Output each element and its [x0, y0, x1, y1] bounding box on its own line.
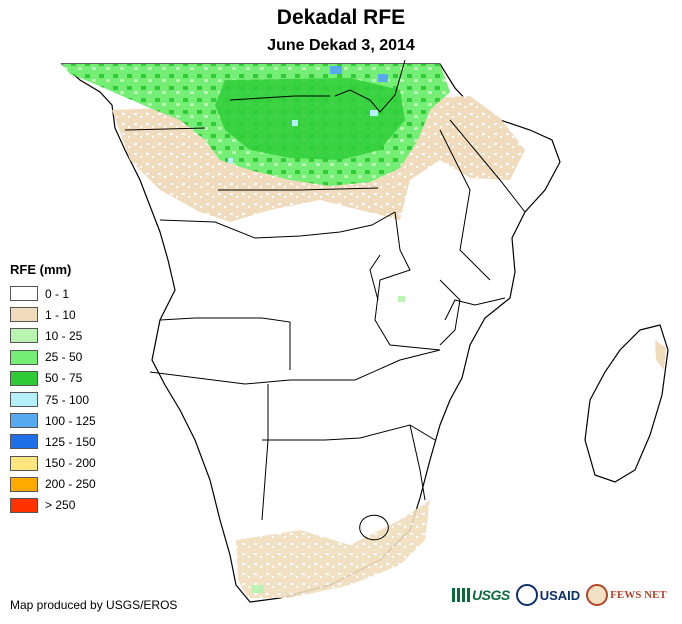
legend: RFE (mm) 0 - 1 1 - 10 10 - 25 25 - 50 50 - 7… [10, 262, 96, 516]
legend-rows: 0 - 1 1 - 10 10 - 25 25 - 50 50 - 75 75 - 100… [10, 283, 96, 516]
legend-label: > 250 [45, 498, 76, 513]
legend-label: 1 - 10 [45, 307, 76, 322]
legend-item: 75 - 100 [10, 389, 96, 410]
usgs-logo-text: USGS [472, 587, 510, 603]
fewsnet-logo-text: FEWS NET [610, 589, 667, 601]
madagascar [584, 324, 669, 483]
country-borders [124, 59, 526, 541]
legend-swatch [10, 413, 38, 429]
map-credit: Map produced by USGS/EROS [10, 598, 178, 612]
legend-swatch [10, 286, 38, 302]
legend-item: 1 - 10 [10, 304, 96, 325]
legend-item: 50 - 75 [10, 368, 96, 389]
legend-label: 50 - 75 [45, 371, 83, 386]
legend-label: 0 - 1 [45, 286, 70, 301]
legend-item: 10 - 25 [10, 325, 96, 346]
usaid-seal-icon [515, 584, 538, 606]
legend-swatch [10, 455, 38, 471]
legend-swatch [10, 349, 38, 365]
legend-item: 150 - 200 [10, 453, 96, 474]
legend-swatch [10, 497, 38, 513]
logo-strip: USGS USAID FEWS NET [452, 584, 667, 606]
legend-swatch [10, 370, 38, 386]
rfe-cell-75-100 [228, 158, 233, 163]
usgs-logo: USGS [452, 587, 510, 603]
legend-label: 125 - 150 [45, 434, 96, 449]
legend-item: > 250 [10, 495, 96, 516]
legend-item: 25 - 50 [10, 347, 96, 368]
rfe-cell-10-25 [398, 296, 405, 302]
legend-swatch [10, 392, 38, 408]
legend-swatch [10, 434, 38, 450]
usgs-mark-icon [452, 588, 470, 602]
legend-label: 100 - 125 [45, 413, 96, 428]
legend-item: 200 - 250 [10, 474, 96, 495]
rfe-zone-1-10-madagascar [655, 340, 666, 370]
legend-label: 200 - 250 [45, 477, 96, 492]
legend-label: 10 - 25 [45, 328, 83, 343]
rfe-cell-10-25 [252, 585, 264, 593]
rfe-cell-100-125 [378, 74, 388, 82]
legend-label: 75 - 100 [45, 392, 90, 407]
legend-item: 0 - 1 [10, 283, 96, 304]
legend-title: RFE (mm) [10, 262, 72, 277]
rfe-cell-75-100 [370, 110, 378, 116]
legend-swatch [10, 328, 38, 344]
rfe-cell-75-100 [292, 120, 298, 126]
legend-swatch [10, 476, 38, 492]
usaid-logo-text: USAID [539, 587, 581, 603]
fewsnet-seal-icon [586, 584, 609, 606]
map-title: Dekadal RFE [276, 6, 406, 29]
rfe-cell-100-125 [330, 66, 342, 74]
legend-item: 100 - 125 [10, 410, 96, 431]
map-subtitle: June Dekad 3, 2014 [267, 37, 415, 54]
fewsnet-logo: FEWS NET [586, 584, 667, 606]
legend-label: 25 - 50 [45, 350, 83, 365]
rfe-zone-1-10-south [236, 500, 430, 598]
legend-swatch [10, 307, 38, 323]
usaid-logo: USAID [515, 584, 581, 606]
legend-item: 125 - 150 [10, 431, 96, 452]
legend-label: 150 - 200 [45, 456, 96, 471]
